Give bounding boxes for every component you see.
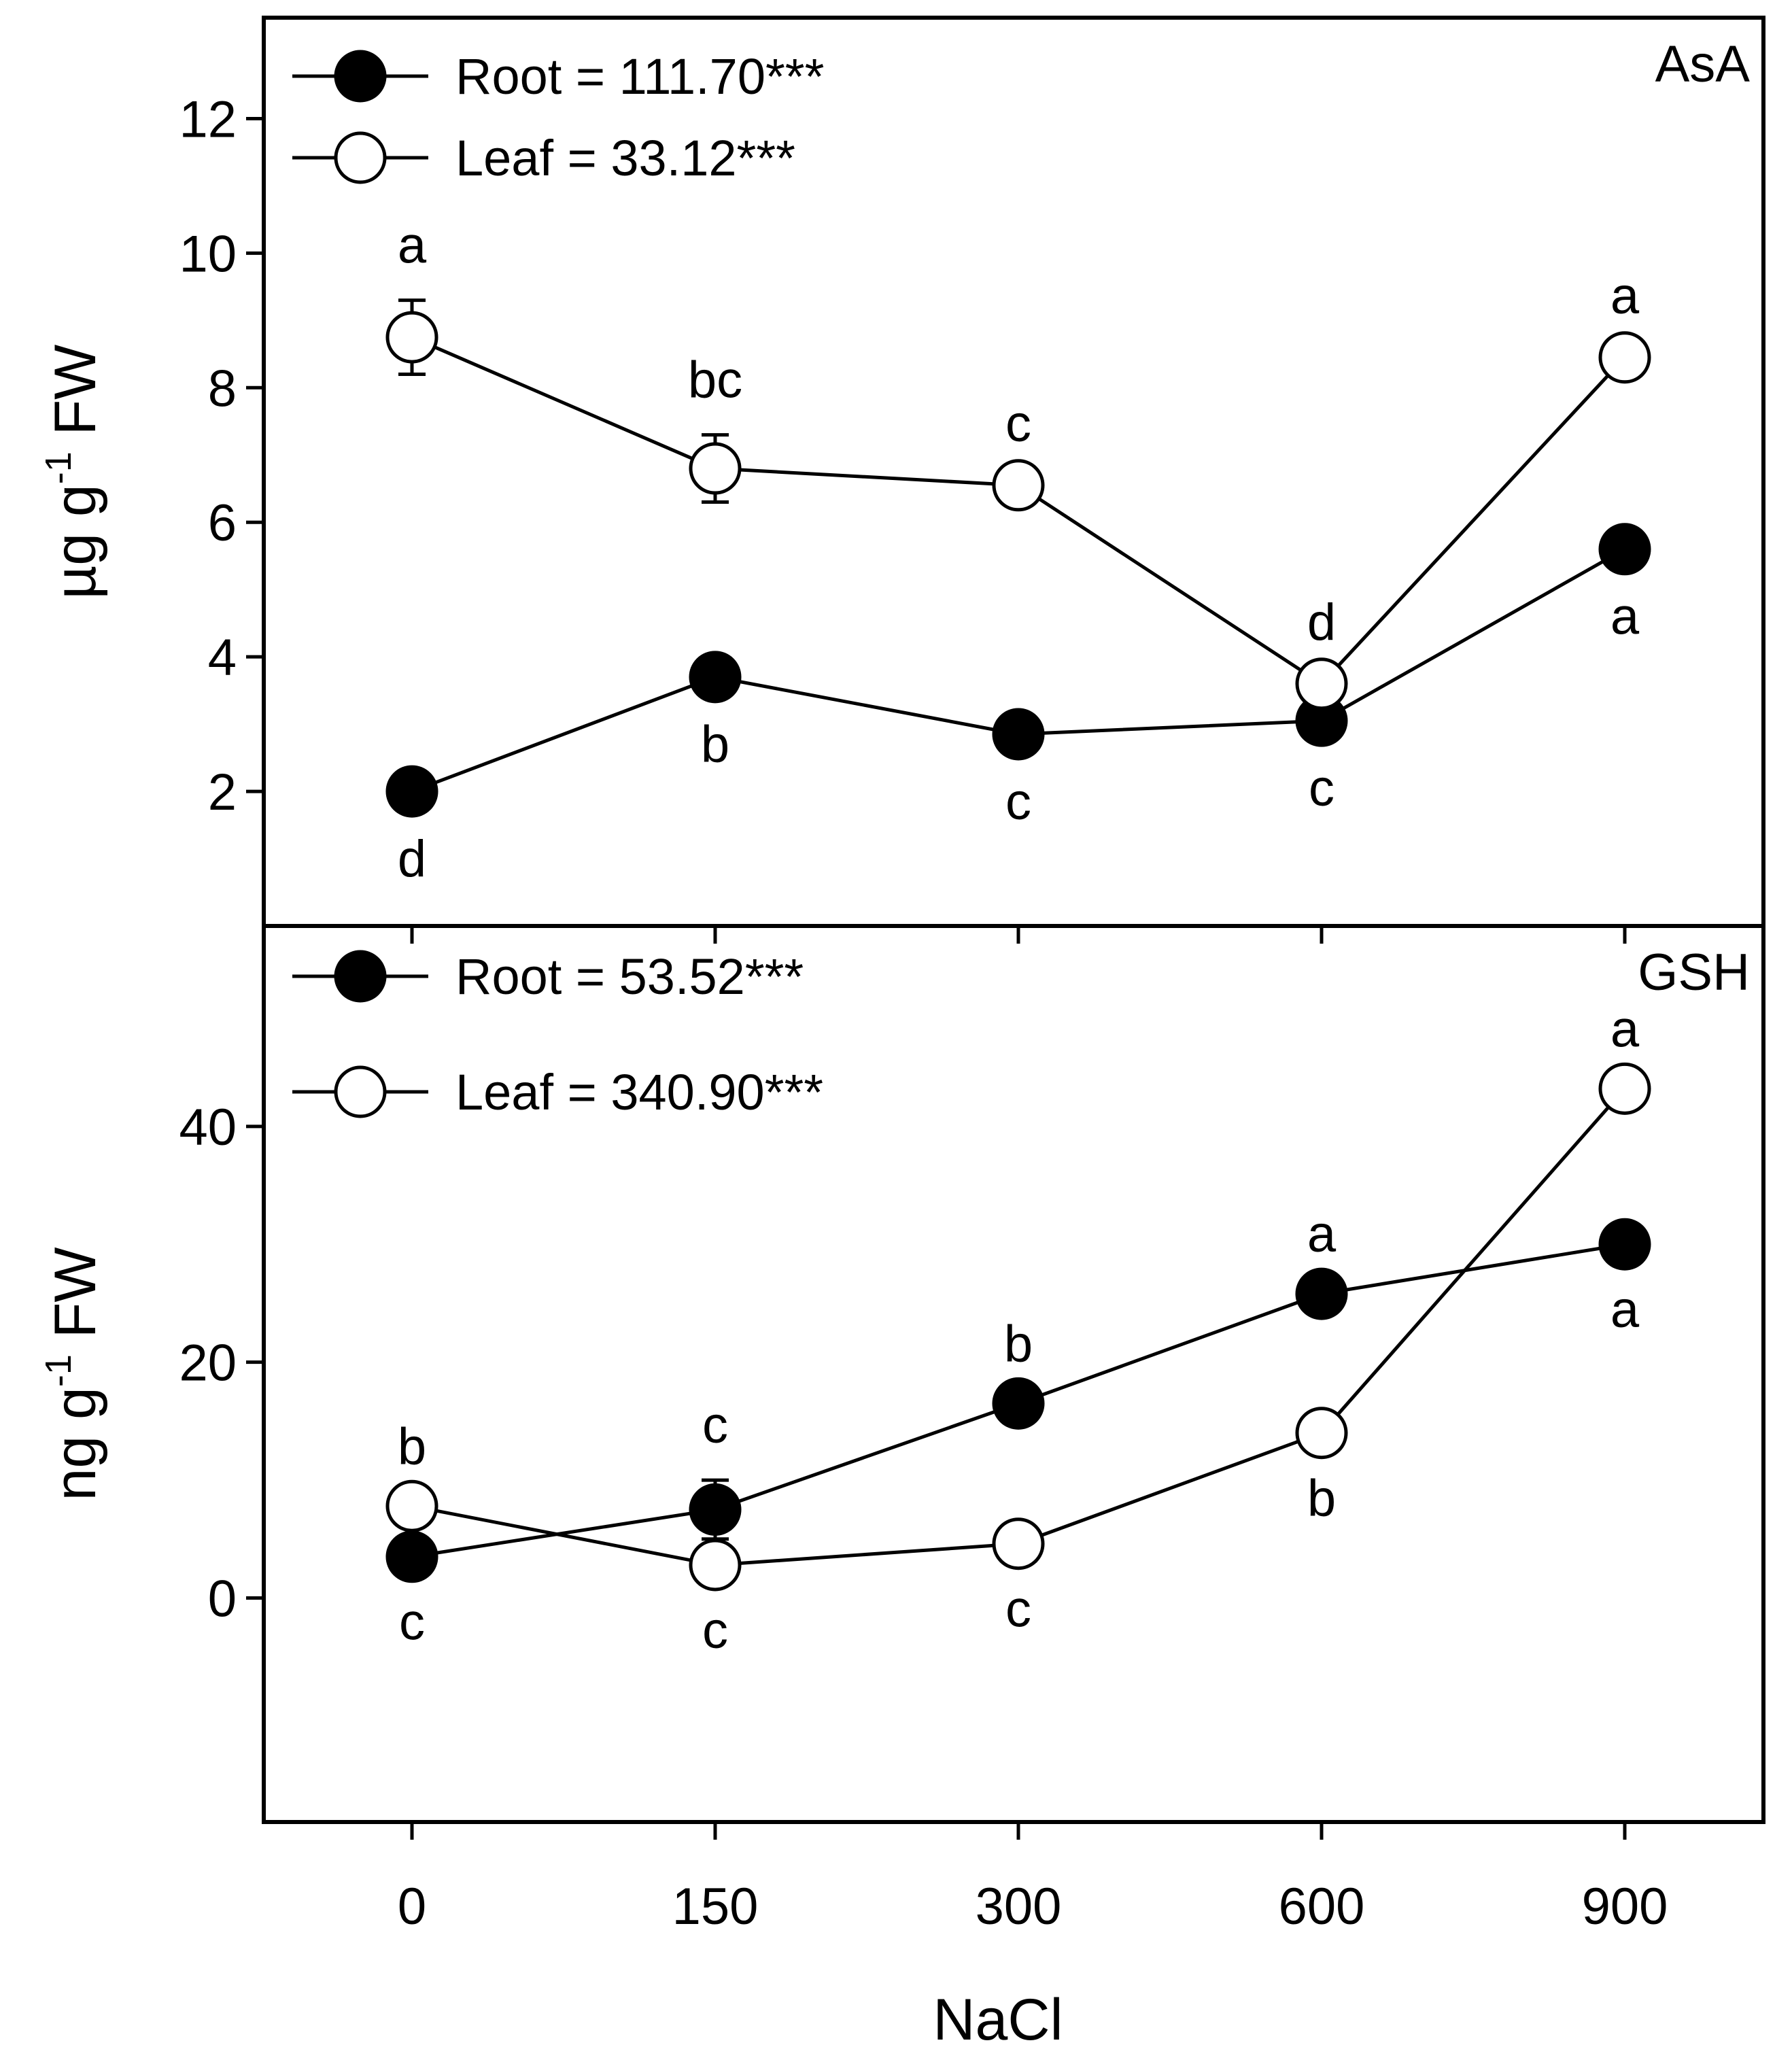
data-point-root: [992, 1377, 1045, 1430]
data-point-leaf: [1598, 1062, 1651, 1115]
data-point-root: [385, 1530, 438, 1583]
significance-letter: b: [701, 716, 729, 774]
y-axis-title: ng g-1 FW: [38, 1247, 108, 1500]
data-point-leaf: [1295, 657, 1348, 710]
significance-letter: a: [1610, 1281, 1640, 1339]
y-tick-label: 4: [208, 629, 237, 687]
x-tick-label: 900: [1582, 1878, 1668, 1936]
x-tick-label: 600: [1279, 1878, 1365, 1936]
data-point-root: [689, 1483, 742, 1536]
data-point-root: [1598, 523, 1651, 576]
data-point-leaf: [992, 459, 1045, 512]
panel-label: GSH: [1638, 944, 1750, 1001]
y-tick-label: 0: [208, 1570, 237, 1628]
legend-label: Leaf = 33.12***: [455, 130, 795, 186]
data-point-root: [385, 765, 438, 818]
y-tick-label: 40: [179, 1099, 237, 1156]
data-point-leaf: [385, 1479, 438, 1532]
data-point-root: [1598, 1218, 1651, 1271]
significance-letter: b: [1004, 1315, 1033, 1373]
legend-label: Root = 53.52***: [455, 948, 804, 1005]
legend-label: Root = 111.70***: [455, 48, 824, 105]
significance-letter: c: [702, 1396, 728, 1454]
significance-letter: d: [398, 830, 426, 888]
legend-marker: [334, 131, 387, 184]
plot-frame: [262, 924, 1765, 1824]
data-point-leaf: [992, 1517, 1045, 1570]
data-point-root: [689, 651, 742, 704]
data-point-leaf: [385, 311, 438, 364]
significance-letter: a: [1610, 588, 1640, 646]
significance-letter: c: [1309, 759, 1334, 817]
y-tick-label: 6: [208, 494, 237, 552]
significance-letter: c: [1005, 395, 1031, 453]
x-tick-label: 300: [976, 1878, 1062, 1936]
x-tick-label: 150: [672, 1878, 759, 1936]
data-point-leaf: [689, 1539, 742, 1592]
y-tick-label: 12: [179, 90, 237, 148]
significance-letter: a: [1610, 1000, 1640, 1058]
data-point-root: [992, 708, 1045, 761]
legend-marker: [334, 1065, 387, 1118]
y-tick-label: 10: [179, 225, 237, 283]
legend-label: Leaf = 340.90***: [455, 1064, 823, 1120]
legend-marker: [334, 950, 387, 1003]
chart-panel-gsh: 0 20 40 0 150 300 600 900 ng g-1 FW GSH c c b a a Root …: [38, 924, 1765, 1936]
x-axis-title: NaCl: [933, 1987, 1063, 2052]
y-tick-label: 20: [179, 1335, 237, 1392]
significance-letter: a: [398, 217, 427, 275]
legend-marker: [334, 50, 387, 103]
panel-label: AsA: [1655, 35, 1751, 93]
x-tick-label: 0: [398, 1878, 426, 1936]
data-point-leaf: [1598, 331, 1651, 384]
significance-letter: c: [1005, 773, 1031, 831]
data-point-leaf: [1295, 1407, 1348, 1460]
significance-letter: bc: [688, 351, 742, 409]
significance-letter: b: [1307, 1470, 1336, 1528]
significance-letter: a: [1307, 1205, 1337, 1263]
data-point-leaf: [689, 442, 742, 495]
significance-letter: c: [399, 1594, 425, 1651]
y-tick-label: 2: [208, 763, 237, 821]
y-tick-label: 8: [208, 360, 237, 417]
significance-letter: a: [1610, 267, 1640, 325]
significance-letter: c: [1005, 1581, 1031, 1638]
significance-letter: d: [1307, 594, 1336, 651]
significance-letter: c: [702, 1602, 728, 1660]
data-point-root: [1295, 1267, 1348, 1320]
y-axis-title: µg g-1 FW: [38, 345, 108, 600]
significance-letter: b: [398, 1417, 426, 1475]
